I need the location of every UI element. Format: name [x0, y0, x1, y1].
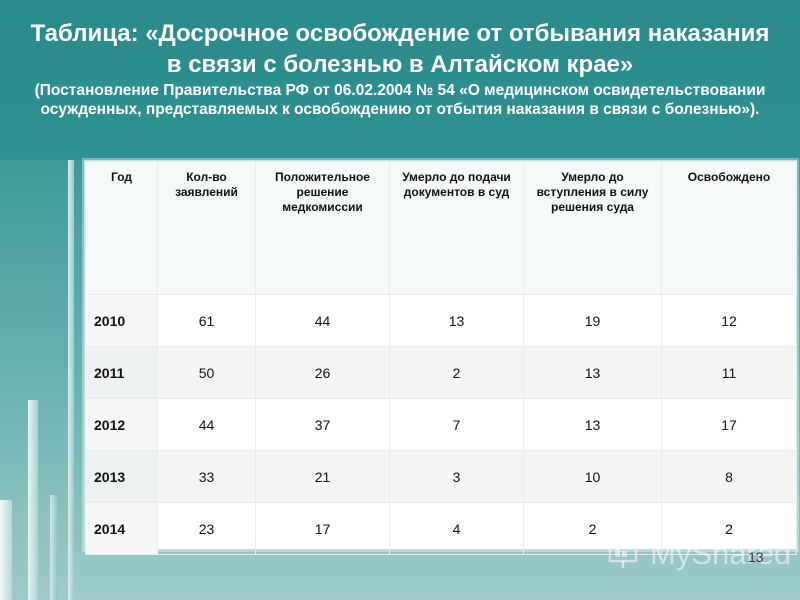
table-cell-year: 2014 — [85, 502, 158, 555]
table-cell: 12 — [661, 294, 797, 347]
table-cell: 17 — [255, 502, 390, 555]
table-cell: 7 — [389, 398, 524, 451]
data-table-container: Год Кол-во заявлений Положительное решен… — [84, 160, 797, 555]
column-header-positive-decision: Положительное решение медкомиссии — [255, 161, 390, 295]
decorative-stripe — [28, 400, 38, 600]
table-cell: 44 — [157, 398, 256, 451]
slide-title-main: Таблица: «Досрочное освобождение от отбы… — [30, 20, 770, 78]
table-cell-year: 2010 — [85, 294, 158, 347]
table-cell: 10 — [523, 450, 662, 503]
table-cell: 13 — [523, 398, 662, 451]
page-number: 13 — [748, 549, 764, 565]
table-cell: 2 — [661, 502, 797, 555]
table-cell-year: 2013 — [85, 450, 158, 503]
table-cell: 3 — [389, 450, 524, 503]
column-header-year: Год — [85, 161, 158, 295]
table-cell: 8 — [661, 450, 797, 503]
column-header-died-before-ruling: Умерло до вступления в силу решения суда — [523, 161, 662, 295]
table-cell: 33 — [157, 450, 256, 503]
table-cell-year: 2012 — [85, 398, 158, 451]
table-row: 2011 50 26 2 13 11 — [85, 346, 797, 399]
column-header-released: Освобождено — [661, 161, 797, 295]
table-cell: 26 — [255, 346, 390, 399]
decorative-stripe — [0, 500, 12, 600]
decorative-stripe — [50, 495, 58, 600]
table-cell: 17 — [661, 398, 797, 451]
table-cell: 23 — [157, 502, 256, 555]
table-cell: 50 — [157, 346, 256, 399]
table-row: 2013 33 21 3 10 8 — [85, 450, 797, 503]
decorative-stripe — [68, 160, 74, 600]
table-cell: 2 — [523, 502, 662, 555]
table-cell: 13 — [523, 346, 662, 399]
table-cell: 21 — [255, 450, 390, 503]
presentation-icon — [608, 541, 638, 568]
table-cell: 19 — [523, 294, 662, 347]
table-header-row: Год Кол-во заявлений Положительное решен… — [85, 161, 797, 295]
table-row: 2012 44 37 7 13 17 — [85, 398, 797, 451]
column-header-died-before-filing: Умерло до подачи документов в суд — [389, 161, 524, 295]
table-cell: 2 — [389, 346, 524, 399]
slide-header-background — [0, 0, 800, 160]
table-cell: 61 — [157, 294, 256, 347]
table-row: 2014 23 17 4 2 2 — [85, 502, 797, 555]
table-cell: 4 — [389, 502, 524, 555]
table-row: 2010 61 44 13 19 12 — [85, 294, 797, 347]
table-cell: 44 — [255, 294, 390, 347]
table-cell: 37 — [255, 398, 390, 451]
data-table: Год Кол-во заявлений Положительное решен… — [85, 161, 797, 555]
slide-title-subtitle: (Постановление Правительства РФ от 06.02… — [34, 82, 766, 118]
table-cell: 11 — [661, 346, 797, 399]
watermark-logo: MyShared — [650, 536, 792, 571]
table-cell: 13 — [389, 294, 524, 347]
column-header-applications: Кол-во заявлений — [157, 161, 256, 295]
table-cell-year: 2011 — [85, 346, 158, 399]
slide-title: Таблица: «Досрочное освобождение от отбы… — [20, 18, 780, 119]
